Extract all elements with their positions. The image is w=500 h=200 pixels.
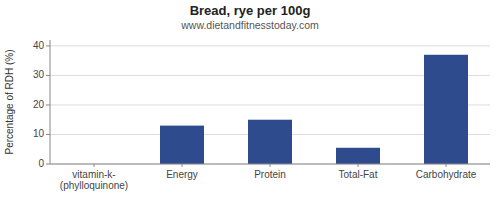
x-tick — [270, 164, 271, 167]
y-tick-label: 0 — [38, 158, 44, 169]
x-tick-label: Protein — [254, 169, 286, 180]
y-tick-label: 10 — [33, 128, 45, 139]
x-tick — [358, 164, 359, 167]
x-tick — [446, 164, 447, 167]
grid-line — [50, 45, 490, 46]
x-tick — [182, 164, 183, 167]
chart: Bread, rye per 100gwww.dietandfitnesstod… — [0, 0, 500, 200]
title: Bread, rye per 100g — [190, 3, 311, 18]
y-tick — [46, 164, 50, 165]
y-tick-label: 30 — [33, 69, 45, 80]
bar — [248, 120, 292, 164]
x-tick-label-line: (phylloquinone) — [60, 180, 128, 191]
bar — [424, 55, 468, 164]
y-tick — [46, 45, 50, 46]
y-tick-label: 20 — [33, 99, 45, 110]
bar — [336, 148, 380, 164]
grid — [50, 46, 490, 164]
bars — [160, 55, 468, 164]
x-tick-label: Carbohydrate — [416, 169, 477, 180]
x-tick-label: Energy — [166, 169, 198, 180]
x-tick — [94, 164, 95, 167]
x-tick-label-line: vitamin-k- — [72, 169, 115, 180]
y-tick-label: 40 — [33, 40, 45, 51]
y-axis-line — [50, 40, 51, 164]
y-tick — [46, 134, 50, 135]
x-tick-label: vitamin-k-(phylloquinone) — [60, 169, 128, 191]
y-tick — [46, 104, 50, 105]
subtitle: www.dietandfitnesstoday.com — [180, 19, 319, 31]
y-axis-label: Percentage of RDH (%) — [4, 49, 15, 154]
x-tick-label: Total-Fat — [339, 169, 378, 180]
y-tick — [46, 75, 50, 76]
bar — [160, 126, 204, 164]
